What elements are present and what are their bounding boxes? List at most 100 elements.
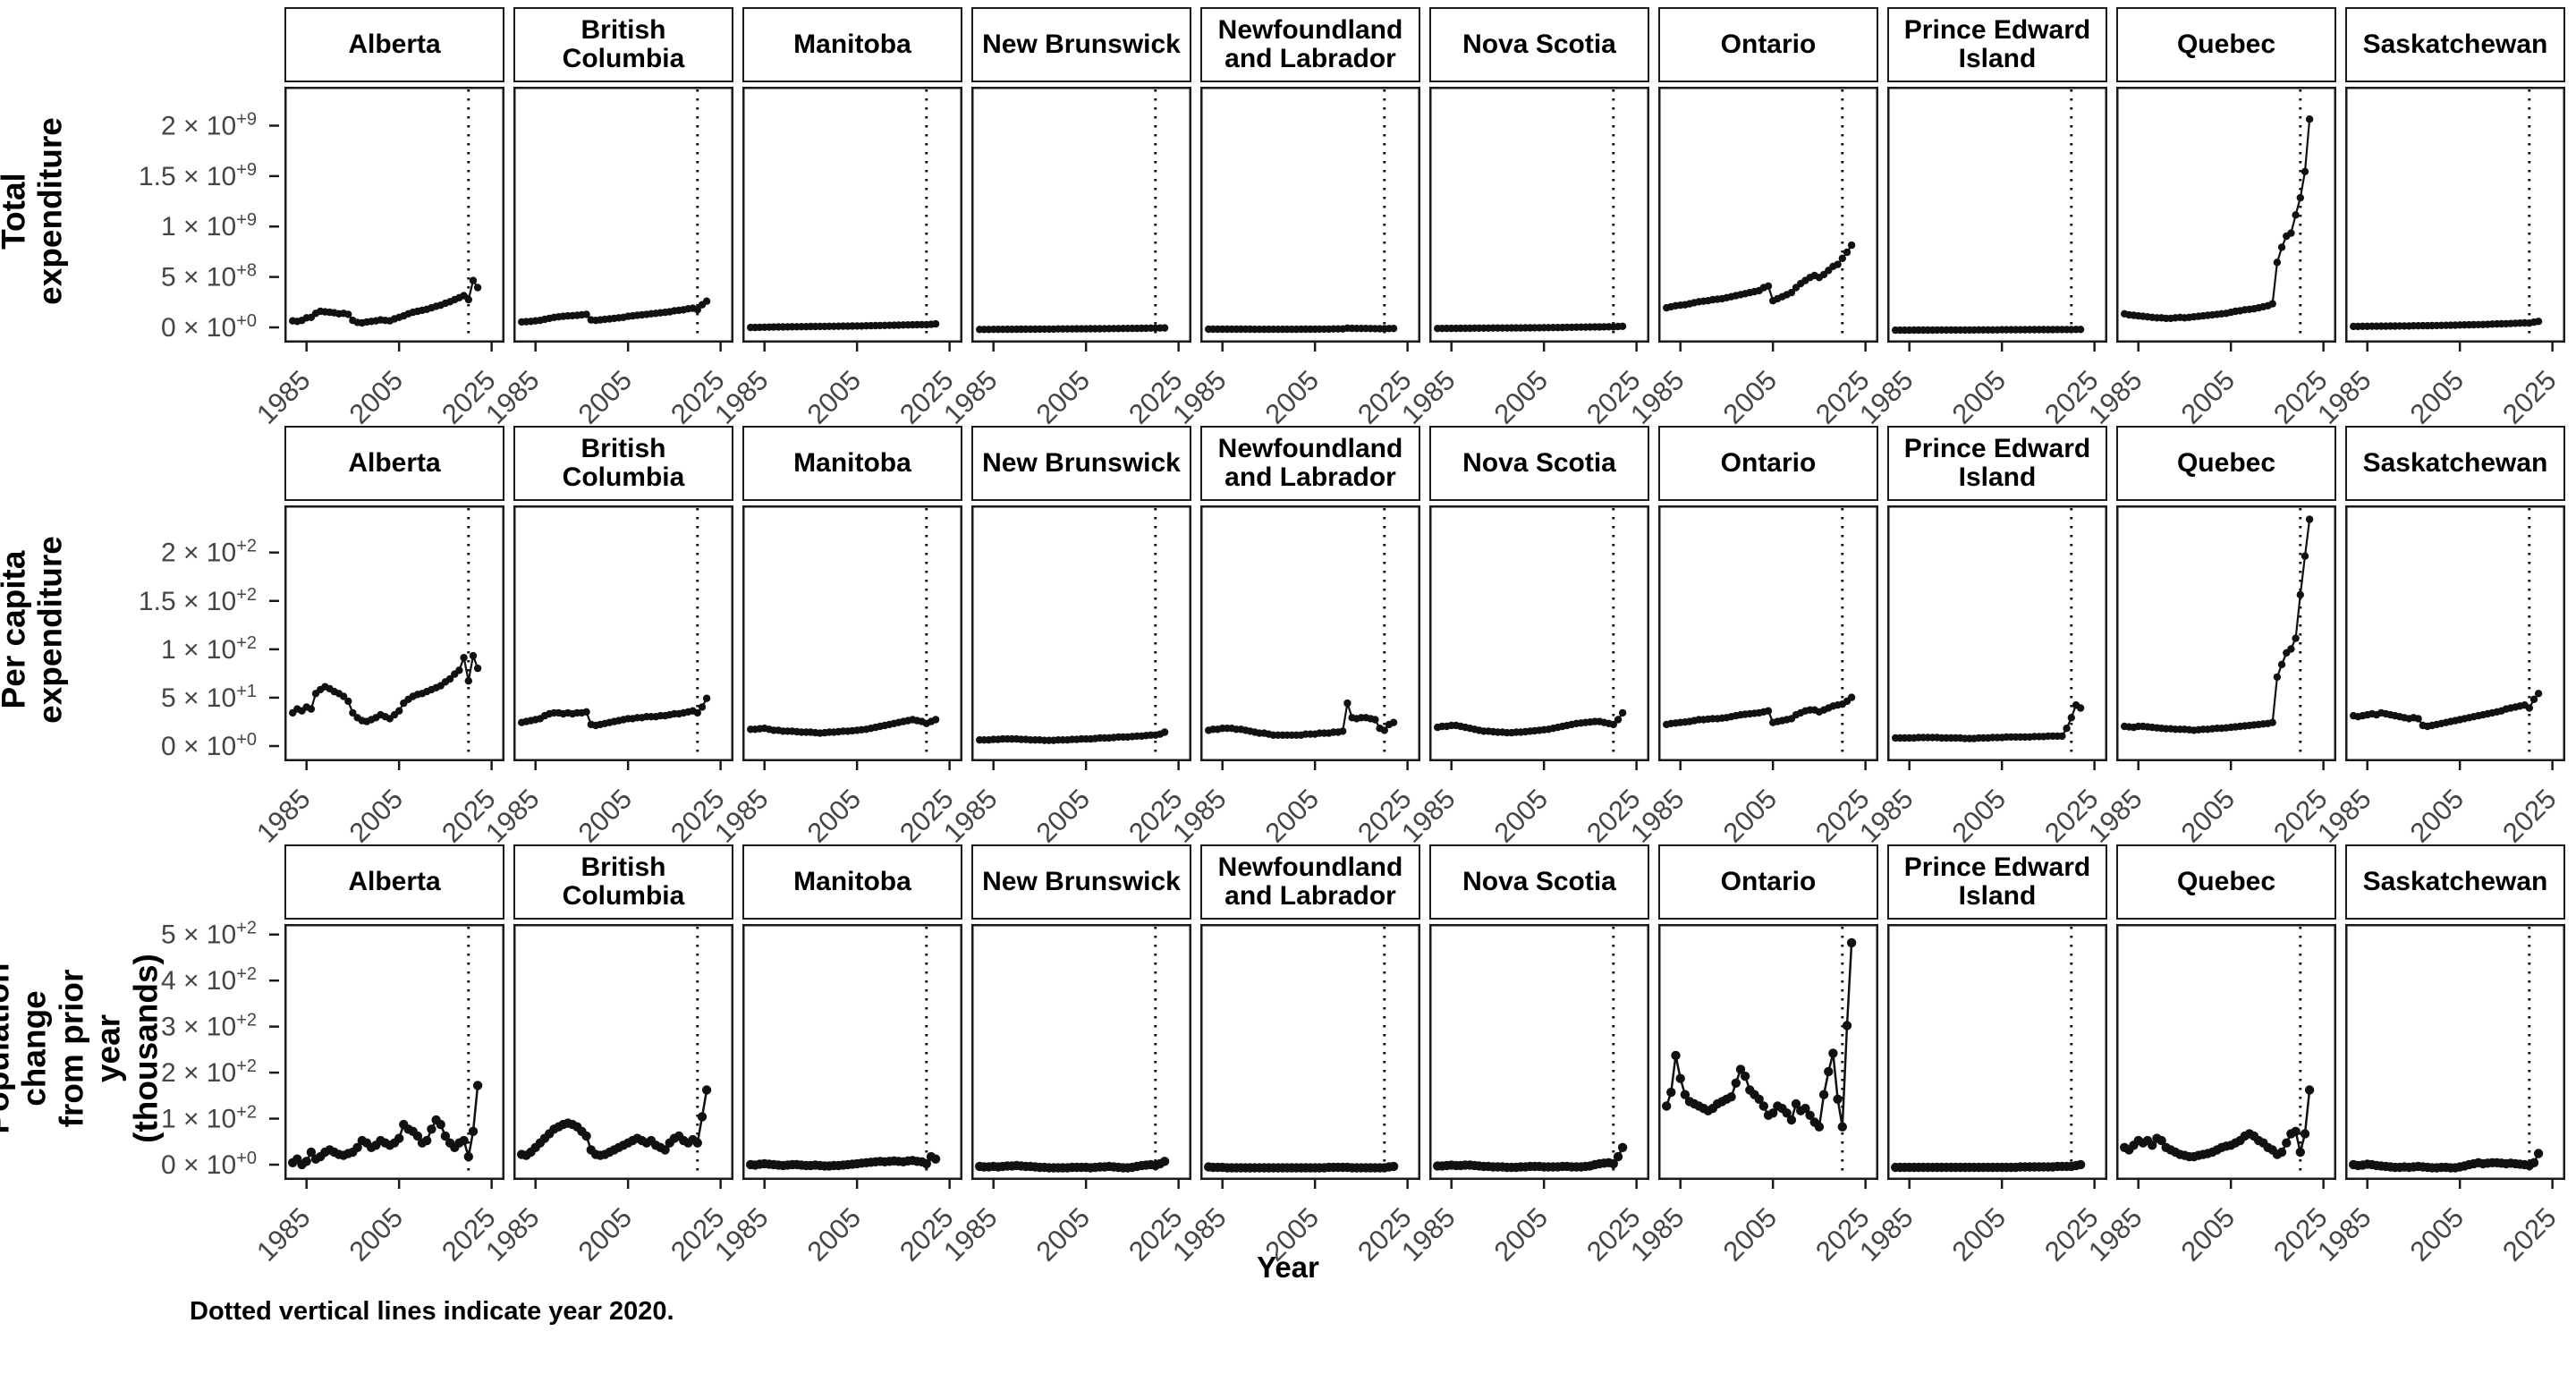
strip-text: Manitoba [793, 29, 911, 59]
y-tick-label: 1.5 × 10+9 [139, 160, 257, 191]
data-point [1837, 1122, 1847, 1132]
panel-border [1200, 505, 1420, 761]
strip-text: Columbia [562, 44, 685, 73]
strip-text: Columbia [562, 881, 685, 911]
facet-strip-label: Alberta [284, 426, 504, 501]
strip-text: and Labrador [1224, 881, 1396, 911]
facet-strip-label: Quebec [2116, 844, 2336, 920]
panel-border [1658, 87, 1878, 343]
chart-row-percap: Per capita expenditure 2 × 10+2 1.5 × 10+2… [0, 426, 2576, 849]
strip-text: Island [1958, 462, 2037, 492]
data-point [2534, 690, 2543, 698]
data-point [2076, 704, 2085, 712]
data-point [349, 708, 357, 717]
data-point [2305, 515, 2314, 523]
data-point [1758, 1101, 1768, 1111]
x-tick-label: 2005 [2404, 783, 2470, 849]
data-point [2282, 1138, 2292, 1148]
data-point [2058, 732, 2066, 741]
data-point [1339, 727, 1347, 735]
data-point [1371, 716, 1379, 724]
y-axis: 2 × 10+9 1.5 × 10+9 1 × 10+9 5 × 10+8 0 × 10… [139, 109, 279, 343]
facet-new-brunswick: New Brunswick 1985 2005 2025 [937, 426, 1191, 849]
strip-text: British [580, 433, 666, 463]
x-tick-label: 2005 [343, 364, 410, 430]
y-tick-label: 0 × 10+0 [161, 730, 257, 761]
panel-border [1429, 924, 1649, 1180]
data-point [2076, 326, 2085, 334]
data-point [301, 1157, 311, 1166]
facet-british-columbia: British Columbia 1985 2005 2025 [479, 844, 733, 1268]
facet-strip-label: New Brunswick [971, 426, 1191, 501]
facet-prince-edward-island: Prince Edward Island 1985 2005 2025 [1853, 7, 2107, 430]
data-point [931, 716, 940, 724]
facet-british-columbia: British Columbia 1985 2005 2025 [479, 426, 733, 849]
facet-strip-label: Saskatchewan [2345, 7, 2565, 82]
facet-panel-plot: 1985 2005 2025 [479, 87, 733, 430]
facet-panel-plot: 1985 2005 2025 [708, 505, 962, 849]
strip-text: Nova Scotia [1462, 29, 1616, 59]
data-point [306, 1147, 317, 1158]
strip-text: Nova Scotia [1462, 447, 1616, 478]
data-point [2287, 229, 2295, 237]
x-tick-label: 2005 [572, 1201, 639, 1268]
x-tick-label: 2005 [1030, 783, 1097, 849]
data-point [921, 1158, 931, 1169]
x-tick-label: 2005 [2175, 364, 2241, 430]
facet-strip-label: Manitoba [742, 426, 962, 501]
panel-border [2116, 505, 2336, 761]
data-point [581, 1131, 591, 1141]
data-point [1787, 288, 1796, 297]
facet-newfoundland-and-labrador: Newfoundland and Labrador 1985 2005 2025 [1166, 844, 1420, 1268]
facet-strip-label: New Brunswick [971, 844, 1191, 920]
panel-border [513, 87, 733, 343]
y-tick-label: 5 × 10+1 [161, 682, 257, 713]
data-point [1618, 708, 1627, 717]
data-point [2075, 1159, 2086, 1170]
data-point [1847, 693, 1856, 701]
facet-panel-plot: 1985 2005 2025 [937, 924, 1191, 1268]
facet-panel-plot: 1985 2005 2025 [1395, 505, 1649, 849]
data-point [1786, 1115, 1797, 1125]
data-point [1614, 716, 1623, 724]
facet-strip-label: Nova Scotia [1429, 844, 1649, 920]
x-tick-label: 2005 [1946, 364, 2012, 430]
data-point [701, 1085, 712, 1095]
data-point [2534, 318, 2543, 326]
data-point [1847, 241, 1856, 250]
x-tick-label: 2005 [572, 364, 639, 430]
facet-new-brunswick: New Brunswick 1985 2005 2025 [937, 7, 1191, 430]
facet-newfoundland-and-labrador: Newfoundland and Labrador 1985 2005 2025 [1166, 7, 1420, 430]
data-point [2305, 115, 2314, 123]
panel-border [742, 924, 962, 1180]
facet-strip-label: Quebec [2116, 426, 2336, 501]
facet-panel-plot: 1985 2005 2025 [2311, 924, 2565, 1268]
data-point [394, 1133, 404, 1143]
facet-saskatchewan: Saskatchewan 1985 2005 2025 [2311, 844, 2565, 1268]
data-point [2277, 660, 2286, 668]
chart-row-total: Total expenditure 2 × 10+9 1.5 × 10+9 1 × 1… [0, 7, 2576, 430]
facet-strip-label: Prince Edward Island [1887, 844, 2107, 920]
data-point [2414, 715, 2422, 723]
x-tick-label: 2005 [1717, 364, 1784, 430]
facet-manitoba: Manitoba 1985 2005 2025 [708, 844, 962, 1268]
facet-alberta: Alberta 1985 2005 2025 [250, 844, 504, 1268]
facet-quebec: Quebec 1985 2005 2025 [2082, 844, 2336, 1268]
strip-text: Island [1958, 44, 2037, 73]
facet-strip-label: Saskatchewan [2345, 426, 2565, 501]
data-point [2268, 718, 2276, 726]
facet-manitoba: Manitoba 1985 2005 2025 [708, 426, 962, 849]
strip-text: Ontario [1720, 866, 1817, 896]
panel-border [1429, 505, 1649, 761]
strip-text: Newfoundland [1217, 852, 1403, 882]
y-tick-label: 1 × 10+9 [161, 210, 257, 242]
data-point [2268, 300, 2276, 308]
facet-strip-label: Newfoundland and Labrador [1200, 426, 1420, 501]
data-point [1731, 1078, 1741, 1088]
data-point [1389, 325, 1398, 333]
facet-panel-plot: 1985 2005 2025 [479, 924, 733, 1268]
data-point [2273, 673, 2282, 682]
data-point [1764, 707, 1773, 715]
panel-border [284, 924, 504, 1180]
facet-prince-edward-island: Prince Edward Island 1985 2005 2025 [1853, 426, 2107, 849]
